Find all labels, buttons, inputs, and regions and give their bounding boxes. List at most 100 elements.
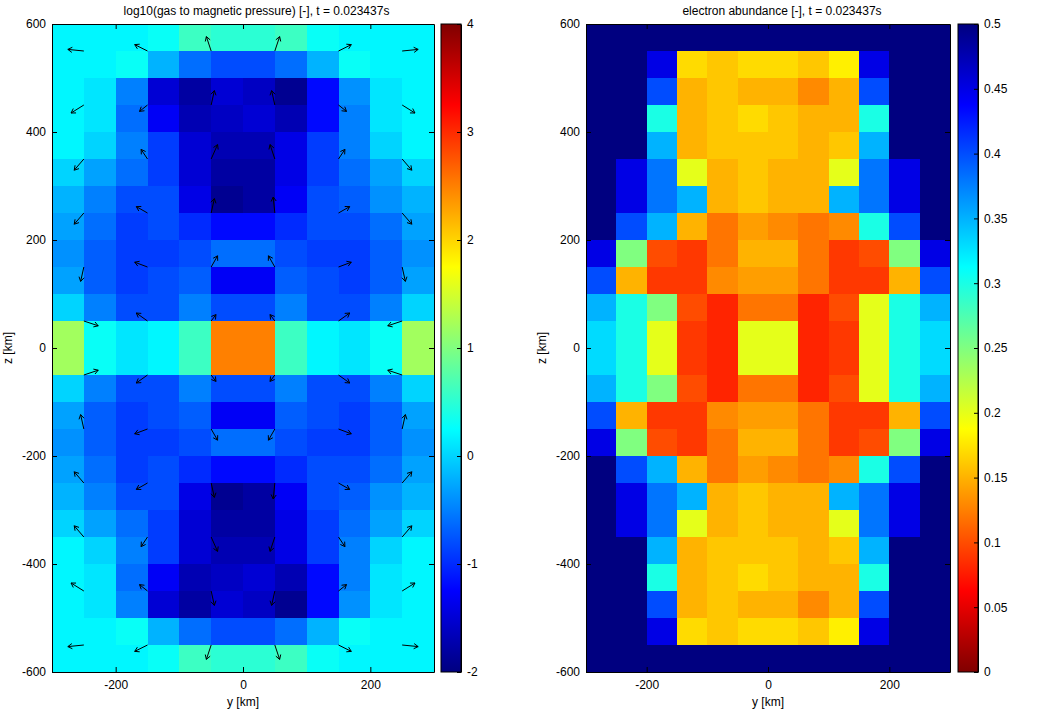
- heatmap-cell: [647, 105, 678, 133]
- heatmap-cell: [402, 510, 434, 538]
- x-tick-mark: [889, 667, 890, 672]
- field-arrow: [339, 206, 350, 213]
- field-arrow: [79, 415, 84, 429]
- heatmap-cell: [920, 105, 950, 133]
- heatmap-cell: [707, 402, 738, 430]
- heatmap-cell: [84, 132, 116, 160]
- heatmap-cell: [307, 375, 339, 403]
- heatmap-cell: [616, 321, 647, 349]
- heatmap-cell: [370, 564, 402, 592]
- x-tick: 0: [240, 667, 247, 692]
- heatmap-cell: [677, 537, 708, 565]
- heatmap-cell: [148, 483, 180, 511]
- field-arrow: [269, 537, 275, 551]
- colorbar-tick-mark: [974, 607, 978, 608]
- heatmap-cell: [707, 78, 738, 106]
- heatmap-cell: [339, 618, 371, 646]
- colorbar-tick: 0.5: [974, 17, 1001, 31]
- heatmap-cell: [768, 645, 799, 672]
- heatmap-cell: [707, 132, 738, 160]
- heatmap-cell: [616, 429, 647, 457]
- heatmap-cell: [889, 375, 920, 403]
- heatmap-cell: [402, 294, 434, 322]
- heatmap-cell: [859, 510, 890, 538]
- heatmap-cell: [179, 591, 211, 619]
- y-tick: 200: [560, 233, 591, 247]
- heatmap-cell: [616, 132, 647, 160]
- heatmap-cell: [920, 510, 950, 538]
- heatmap-cell: [616, 375, 647, 403]
- y-right-axis-line: [950, 25, 951, 673]
- y-tick-label: -600: [556, 665, 580, 679]
- colorbar-tick-mark: [974, 283, 978, 284]
- heatmap-cell: [402, 375, 434, 403]
- heatmap-cell: [738, 267, 769, 295]
- heatmap-cell: [243, 105, 275, 133]
- heatmap-cell: [859, 294, 890, 322]
- colorbar-axis: 00.050.10.150.20.250.30.350.40.450.5: [974, 17, 1008, 679]
- heatmap-cell: [339, 375, 371, 403]
- x-axis: -2000200: [587, 667, 951, 692]
- heatmap-cell: [647, 267, 678, 295]
- heatmap-cell: [920, 267, 950, 295]
- heatmap-cell: [707, 375, 738, 403]
- heatmap-cell: [307, 321, 339, 349]
- x-tick-label: 200: [880, 678, 900, 692]
- heatmap-cell: [116, 105, 148, 133]
- heatmap-cell: [768, 294, 799, 322]
- heatmap-cell: [768, 348, 799, 376]
- heatmap-cell: [829, 510, 860, 538]
- x-top-tick: [889, 24, 890, 29]
- x-top-tick: [768, 24, 769, 29]
- heatmap-cell: [84, 564, 116, 592]
- heatmap-cell: [738, 213, 769, 241]
- y-right-tick-mark: [945, 24, 950, 25]
- y-tick: -200: [556, 449, 591, 463]
- field-arrow: [402, 526, 412, 537]
- y-tick-mark: [586, 24, 591, 25]
- heatmap-cell: [52, 429, 84, 457]
- heatmap-cell: [148, 105, 180, 133]
- heatmap-cell: [84, 645, 116, 672]
- heatmap-cell: [889, 51, 920, 79]
- heatmap-cell: [52, 510, 84, 538]
- heatmap-cell: [859, 186, 890, 214]
- x-axis-line: [587, 672, 951, 673]
- heatmap-cell: [707, 429, 738, 457]
- heatmap-cell: [798, 645, 829, 672]
- colorbar-tick: -1: [457, 557, 478, 571]
- heatmap-cell: [116, 483, 148, 511]
- heatmap-cell: [52, 564, 84, 592]
- heatmap-cell: [339, 186, 371, 214]
- heatmap-cell: [339, 24, 371, 52]
- heatmap-cell: [148, 348, 180, 376]
- heatmap-cell: [586, 375, 617, 403]
- heatmap-cell: [616, 105, 647, 133]
- y-right-tick-mark: [429, 456, 434, 457]
- field-arrow: [339, 105, 347, 111]
- heatmap-cell: [586, 321, 617, 349]
- heatmap-cell: [889, 240, 920, 268]
- heatmap-cell: [84, 375, 116, 403]
- heatmap-cell: [211, 321, 243, 349]
- heatmap-cell: [889, 159, 920, 187]
- heatmap-cell: [370, 537, 402, 565]
- heatmap-cell: [307, 213, 339, 241]
- heatmap-cell: [586, 213, 617, 241]
- heatmap-cell: [829, 564, 860, 592]
- heatmap-cell: [148, 51, 180, 79]
- y-right-tick-mark: [945, 456, 950, 457]
- colorbar-tick: 3: [457, 125, 474, 139]
- colorbar-axis: -2-101234: [457, 17, 478, 679]
- heatmap-cell: [738, 348, 769, 376]
- field-arrow: [211, 591, 216, 605]
- heatmap-cell: [859, 618, 890, 646]
- heatmap-cell: [402, 645, 434, 672]
- colorbar-tick: 0.05: [974, 601, 1008, 615]
- x-tick-mark: [116, 667, 117, 672]
- heatmap-cell: [148, 510, 180, 538]
- x-tick: 200: [361, 667, 381, 692]
- y-tick-label: 0: [573, 341, 580, 355]
- heatmap-cell: [738, 159, 769, 187]
- heatmap-cell: [275, 159, 307, 187]
